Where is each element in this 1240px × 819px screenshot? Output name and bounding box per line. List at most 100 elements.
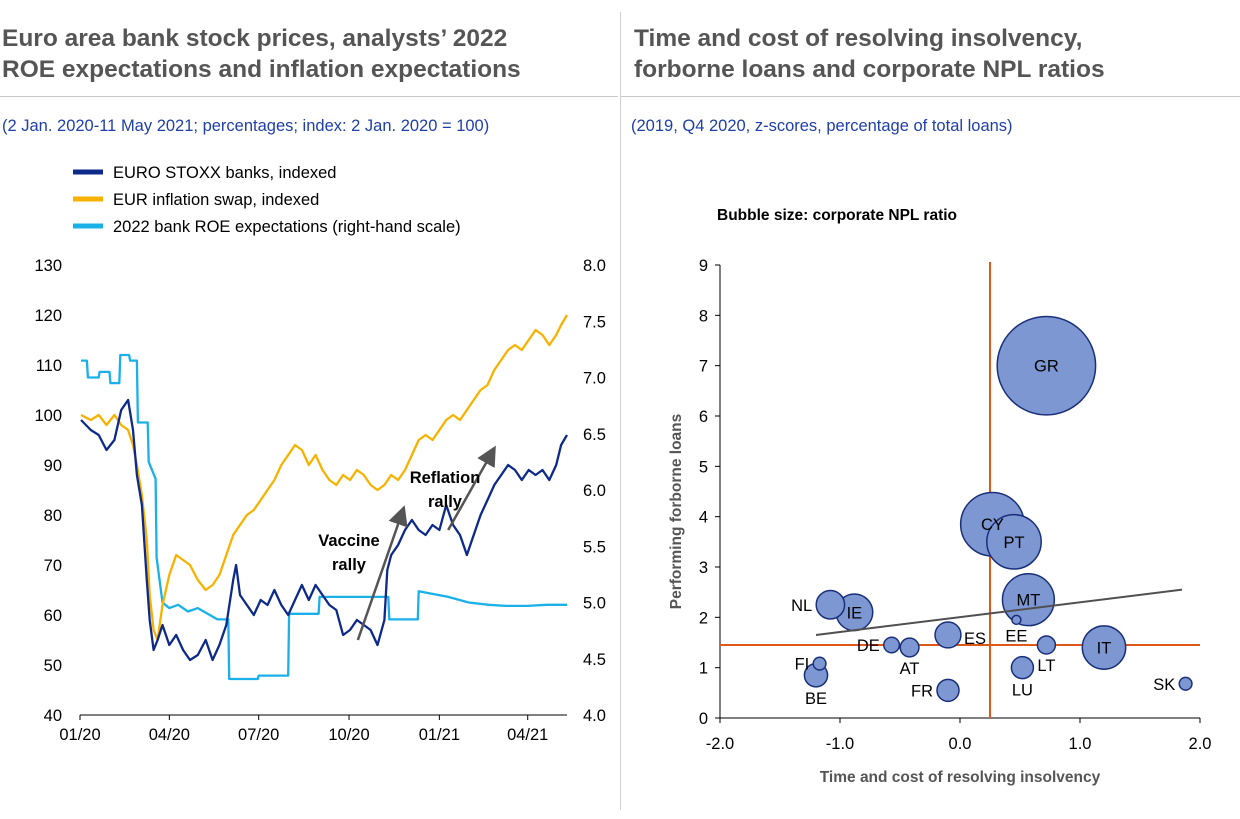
bubble-label-lu: LU [1012, 682, 1033, 700]
y-tick-label: 0 [699, 710, 708, 728]
bubble-label-de: DE [857, 637, 880, 655]
y-tick-label: 7 [699, 358, 708, 376]
x-tick-label: 01/21 [419, 726, 460, 744]
bubble-fi [812, 656, 827, 671]
bubble-label-fr: FR [911, 682, 933, 700]
bubble-label-mt: MT [1016, 592, 1040, 610]
bubble-at [899, 637, 920, 658]
bubble-fr [936, 678, 960, 703]
bubble-nl [815, 589, 846, 620]
insolvency-bubble-chart: Bubble size: corporate NPL ratio 0 1 2 3 4 5 6 7… [668, 207, 1212, 786]
y-tick-label: 2 [699, 609, 708, 627]
bubble-lu [1010, 655, 1035, 680]
left-panel-title: Euro area bank stock prices, analysts’ 2… [2, 23, 521, 85]
right-panel: Time and cost of resolving insolvency, f… [621, 0, 1240, 819]
x-tick-label: -1.0 [826, 735, 854, 753]
left-panel-subtitle: (2 Jan. 2020-11 May 2021; percentages; i… [2, 117, 490, 135]
y-tick-label: 4 [699, 509, 708, 527]
bubble-sk [1178, 676, 1193, 691]
x-tick-label: 07/20 [238, 726, 279, 744]
right-title-line-1: Time and cost of resolving insolvency, [634, 25, 1083, 52]
panel-divider [620, 12, 621, 810]
y-tick-label: 8 [699, 307, 708, 325]
left-y-tick-label: 100 [34, 407, 62, 425]
bubble-mt [1001, 573, 1056, 627]
right-y-tick-label: 6.5 [583, 426, 606, 444]
y-tick-label: 3 [699, 559, 708, 577]
bubble-label-gr: GR [1034, 358, 1059, 376]
right-y-tick-label: 4.0 [583, 707, 606, 725]
bubble-label-pt: PT [1003, 534, 1024, 552]
annotation-label: Reflation [410, 469, 481, 487]
x-tick-label: 1.0 [1069, 735, 1092, 753]
x-tick-label: 01/20 [59, 726, 100, 744]
bubble-chart-title: Bubble size: corporate NPL ratio [717, 207, 957, 224]
bubble-pt [986, 513, 1042, 570]
bubble-label-at: AT [900, 660, 920, 678]
right-panel-subtitle: (2019, Q4 2020, z-scores, percentage of … [631, 117, 1013, 135]
left-y-tick-label: 40 [44, 707, 62, 725]
x-axis-title: Time and cost of resolving insolvency [820, 769, 1101, 786]
y-tick-label: 1 [699, 660, 708, 678]
right-y-tick-label: 4.5 [583, 651, 606, 669]
right-y-tick-label: 7.5 [583, 313, 606, 331]
bubble-gr [996, 315, 1097, 416]
bubble-lt [1036, 635, 1057, 655]
right-y-tick-label: 6.0 [583, 482, 606, 500]
series-line-inflation-swap [80, 314, 568, 642]
legend-label: EUR inflation swap, indexed [113, 191, 319, 209]
y-axis-title: Performing forborne loans [668, 414, 685, 610]
left-y-tick-label: 80 [44, 507, 62, 525]
left-title-line-1: Euro area bank stock prices, analysts’ 2… [2, 25, 508, 52]
annotation-label: rally [332, 556, 367, 574]
bubble-label-it: IT [1097, 640, 1112, 658]
legend-label: 2022 bank ROE expectations (right-hand s… [113, 218, 461, 236]
right-panel-title: Time and cost of resolving insolvency, f… [634, 23, 1105, 85]
bubble-label-fi: FI [795, 656, 810, 674]
series-line-roe-expectations [81, 353, 567, 681]
annotation-label: Vaccine [318, 532, 379, 550]
left-y-tick-label: 60 [44, 607, 62, 625]
bubble-label-es: ES [964, 630, 986, 648]
x-tick-label: 10/20 [328, 726, 369, 744]
bubble-es [934, 621, 962, 649]
x-tick-label: 04/21 [507, 726, 548, 744]
annotation-label: rally [428, 493, 463, 511]
legend-label: EURO STOXX banks, indexed [113, 164, 336, 182]
x-tick-label: 2.0 [1189, 735, 1212, 753]
annotation-arrow [447, 445, 496, 531]
left-y-tick-label: 70 [44, 557, 62, 575]
right-y-tick-label: 5.5 [583, 538, 606, 556]
bubble-it [1081, 625, 1127, 670]
left-y-tick-label: 110 [36, 357, 62, 375]
x-tick-label: -2.0 [706, 735, 734, 753]
x-tick-label: 04/20 [149, 726, 190, 744]
left-panel: Euro area bank stock prices, analysts’ 2… [0, 23, 618, 744]
bubble-ee [1011, 614, 1022, 626]
annotation-arrow [356, 505, 408, 641]
bubble-label-lt: LT [1037, 657, 1055, 675]
left-y-tick-label: 50 [44, 657, 62, 675]
bubble-label-nl: NL [791, 597, 812, 615]
bubble-label-ie: IE [847, 604, 863, 622]
y-tick-label: 5 [699, 458, 708, 476]
left-title-line-2: ROE expectations and inflation expectati… [2, 56, 521, 83]
bubble-label-ee: EE [1005, 627, 1027, 645]
left-y-tick-label: 130 [34, 257, 62, 275]
bubble-de [883, 636, 901, 654]
bubble-label-sk: SK [1153, 676, 1175, 694]
left-y-tick-label: 120 [34, 307, 62, 325]
right-y-tick-label: 5.0 [583, 595, 606, 613]
series-line-euro-stoxx-banks [80, 398, 568, 662]
right-title-line-2: forborne loans and corporate NPL ratios [634, 56, 1105, 83]
right-y-tick-label: 8.0 [583, 257, 606, 275]
left-title-separator [0, 96, 618, 97]
x-tick-label: 0.0 [949, 735, 972, 753]
right-y-tick-label: 7.0 [583, 370, 606, 388]
bank-stock-line-chart: 40 50 60 70 80 90 100 110 120 130 4.0 4.5 5.0 5.5 6.0 6… [34, 164, 606, 744]
right-title-separator [621, 96, 1240, 97]
y-tick-label: 6 [699, 408, 708, 426]
y-tick-label: 9 [699, 257, 708, 275]
bubble-label-cy: CY [981, 516, 1004, 534]
bubble-label-be: BE [805, 690, 827, 708]
